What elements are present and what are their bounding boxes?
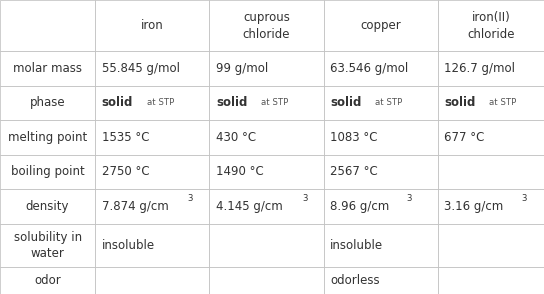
Text: 55.845 g/mol: 55.845 g/mol (102, 62, 180, 75)
Bar (0, 51, 95, 86)
Text: 4.145 g/cm: 4.145 g/cm (216, 200, 283, 213)
Text: 3: 3 (407, 194, 412, 203)
Text: melting point: melting point (8, 131, 87, 144)
Text: 99 g/mol: 99 g/mol (216, 62, 268, 75)
Bar (95, 189, 209, 224)
Text: 3.16 g/cm: 3.16 g/cm (444, 200, 504, 213)
Bar (95, 0, 209, 51)
Text: 2750 °C: 2750 °C (102, 166, 150, 178)
Bar (0, 0, 95, 51)
Text: 3: 3 (521, 194, 527, 203)
Bar (95, 120, 209, 155)
Text: 1535 °C: 1535 °C (102, 131, 149, 144)
Bar (324, 0, 438, 51)
Bar (0, 86, 95, 120)
Text: 126.7 g/mol: 126.7 g/mol (444, 62, 516, 75)
Text: at STP: at STP (489, 98, 517, 107)
Text: 2567 °C: 2567 °C (330, 166, 378, 178)
Text: 1083 °C: 1083 °C (330, 131, 378, 144)
Bar (209, 0, 324, 51)
Bar (209, 224, 324, 267)
Bar (209, 120, 324, 155)
Text: solid: solid (216, 96, 248, 109)
Bar (95, 51, 209, 86)
Text: density: density (26, 200, 69, 213)
Text: insoluble: insoluble (330, 239, 384, 252)
Bar (438, 120, 544, 155)
Text: at STP: at STP (261, 98, 288, 107)
Bar (324, 155, 438, 189)
Bar (324, 224, 438, 267)
Bar (438, 267, 544, 294)
Bar (438, 189, 544, 224)
Text: solid: solid (102, 96, 133, 109)
Bar (95, 86, 209, 120)
Text: solubility in
water: solubility in water (14, 231, 82, 260)
Bar (209, 189, 324, 224)
Text: odorless: odorless (330, 274, 380, 287)
Bar (95, 267, 209, 294)
Text: solid: solid (330, 96, 362, 109)
Bar (324, 86, 438, 120)
Text: 677 °C: 677 °C (444, 131, 485, 144)
Bar (324, 189, 438, 224)
Bar (95, 155, 209, 189)
Bar (209, 86, 324, 120)
Bar (0, 267, 95, 294)
Text: at STP: at STP (146, 98, 174, 107)
Bar (0, 155, 95, 189)
Text: copper: copper (361, 19, 401, 32)
Text: 3: 3 (188, 194, 193, 203)
Text: 63.546 g/mol: 63.546 g/mol (330, 62, 409, 75)
Text: 430 °C: 430 °C (216, 131, 256, 144)
Text: boiling point: boiling point (11, 166, 84, 178)
Bar (438, 155, 544, 189)
Text: insoluble: insoluble (102, 239, 155, 252)
Bar (0, 224, 95, 267)
Bar (324, 267, 438, 294)
Bar (209, 155, 324, 189)
Text: cuprous
chloride: cuprous chloride (243, 11, 290, 41)
Text: 8.96 g/cm: 8.96 g/cm (330, 200, 390, 213)
Bar (324, 120, 438, 155)
Text: iron(II)
chloride: iron(II) chloride (467, 11, 515, 41)
Bar (438, 0, 544, 51)
Bar (438, 51, 544, 86)
Bar (209, 267, 324, 294)
Text: phase: phase (30, 96, 65, 109)
Text: iron: iron (141, 19, 164, 32)
Bar (0, 120, 95, 155)
Text: odor: odor (34, 274, 61, 287)
Bar (0, 189, 95, 224)
Text: solid: solid (444, 96, 476, 109)
Text: 1490 °C: 1490 °C (216, 166, 264, 178)
Bar (324, 51, 438, 86)
Text: molar mass: molar mass (13, 62, 82, 75)
Text: 3: 3 (302, 194, 307, 203)
Bar (209, 51, 324, 86)
Bar (438, 224, 544, 267)
Text: 7.874 g/cm: 7.874 g/cm (102, 200, 169, 213)
Bar (438, 86, 544, 120)
Text: at STP: at STP (375, 98, 403, 107)
Bar (95, 224, 209, 267)
